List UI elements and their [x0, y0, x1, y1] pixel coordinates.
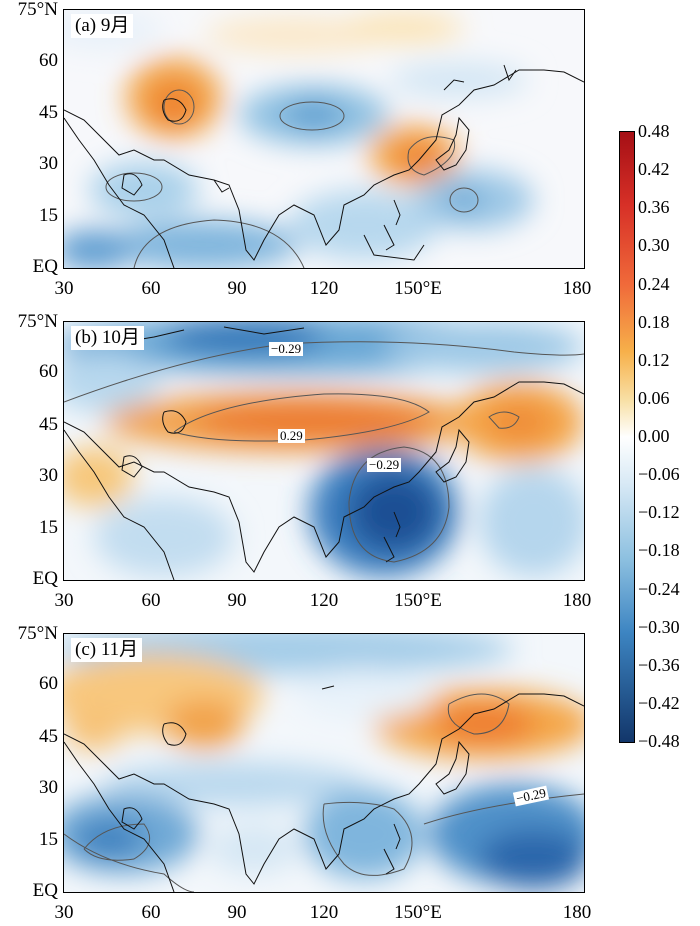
- colorbar-label: 0.30: [638, 235, 670, 256]
- colorbar-label: 0.48: [638, 121, 670, 141]
- colorbar-label: 0.24: [638, 273, 670, 294]
- colorbar-gradient: [619, 131, 635, 743]
- panel-a-xtick-90: 90: [227, 278, 247, 299]
- panel-a-xtick-180: 180: [562, 278, 592, 299]
- panel-b-contour-label-2: 0.29: [278, 428, 305, 443]
- panel-a-ytick-30: 30: [39, 153, 58, 174]
- panel-a-xtick-60: 60: [141, 278, 161, 299]
- colorbar-label: −0.24: [638, 578, 680, 599]
- panel-b-contour-label-3: −0.29: [367, 457, 402, 472]
- panel-a-map: (a) 9月: [63, 9, 585, 269]
- panel-b-xtick-30: 30: [54, 590, 74, 611]
- panel-b-field: [64, 322, 584, 580]
- panel-b-ytick-75: 75°N: [17, 311, 58, 332]
- panel-c-xtick-180: 180: [562, 902, 592, 923]
- panel-a-ytick-eq: EQ: [32, 256, 58, 277]
- colorbar-label: −0.48: [638, 731, 680, 751]
- panel-c-field: [64, 634, 584, 892]
- panel-c-ytick-60: 60: [39, 673, 58, 694]
- panel-a-field: [64, 10, 584, 268]
- panel-c-xtick-120: 120: [309, 902, 339, 923]
- panel-a-xtick-30: 30: [54, 278, 74, 299]
- colorbar-label: −0.06: [638, 464, 680, 485]
- colorbar-label: −0.42: [638, 692, 680, 713]
- panel-b-ytick-eq: EQ: [32, 568, 58, 589]
- panel-c-map: (c) 11月 −0.29: [63, 633, 585, 893]
- panel-b-xtick-180: 180: [562, 590, 592, 611]
- colorbar-label: 0.12: [638, 349, 670, 370]
- colorbar-label: 0.42: [638, 159, 670, 180]
- panel-c-tag: (c) 11月: [71, 638, 143, 662]
- panel-c-xtick-150: 150°E: [394, 902, 442, 923]
- panel-b-xtick-90: 90: [227, 590, 247, 611]
- panel-a-coastline: [64, 64, 584, 268]
- panel-b-ytick-15: 15: [39, 517, 58, 538]
- panel-c-xtick-90: 90: [227, 902, 247, 923]
- colorbar-label: 0.36: [638, 197, 670, 218]
- panel-a-ytick-45: 45: [39, 102, 58, 123]
- panel-a-ytick-60: 60: [39, 50, 58, 71]
- panel-a-xtick-120: 120: [309, 278, 339, 299]
- panel-c-ytick-15: 15: [39, 829, 58, 850]
- panel-b-xtick-120: 120: [309, 590, 339, 611]
- panel-a-xtick-150: 150°E: [394, 278, 442, 299]
- panel-a-ytick-75: 75°N: [17, 0, 58, 20]
- colorbar-label: 0.00: [638, 426, 670, 446]
- panel-c-xtick-60: 60: [141, 902, 161, 923]
- panel-c-ytick-eq: EQ: [32, 880, 58, 901]
- panel-c-coastline: [64, 685, 584, 892]
- colorbar-label: −0.30: [638, 616, 680, 637]
- colorbar-label: −0.12: [638, 502, 680, 523]
- panel-b-ytick-60: 60: [39, 361, 58, 382]
- panel-b-contour-label-1: −0.29: [269, 341, 304, 356]
- colorbar-label: 0.18: [638, 311, 670, 332]
- panel-b-xtick-60: 60: [141, 590, 161, 611]
- panel-c-ytick-45: 45: [39, 726, 58, 747]
- colorbar-label: −0.18: [638, 540, 680, 561]
- panel-c-ytick-30: 30: [39, 777, 58, 798]
- panel-a-tag: (a) 9月: [71, 14, 134, 38]
- colorbar-label: −0.36: [638, 654, 680, 675]
- panel-c-ytick-75: 75°N: [17, 623, 58, 644]
- panel-a-ytick-15: 15: [39, 205, 58, 226]
- panel-c-xtick-30: 30: [54, 902, 74, 923]
- panel-b-ytick-45: 45: [39, 414, 58, 435]
- panel-b-map: (b) 10月 −0.29 0.29 −0.29: [63, 321, 585, 581]
- panel-b-ytick-30: 30: [39, 465, 58, 486]
- panel-b-xtick-150: 150°E: [394, 590, 442, 611]
- colorbar-label: 0.06: [638, 387, 670, 408]
- panel-b-tag: (b) 10月: [71, 326, 144, 350]
